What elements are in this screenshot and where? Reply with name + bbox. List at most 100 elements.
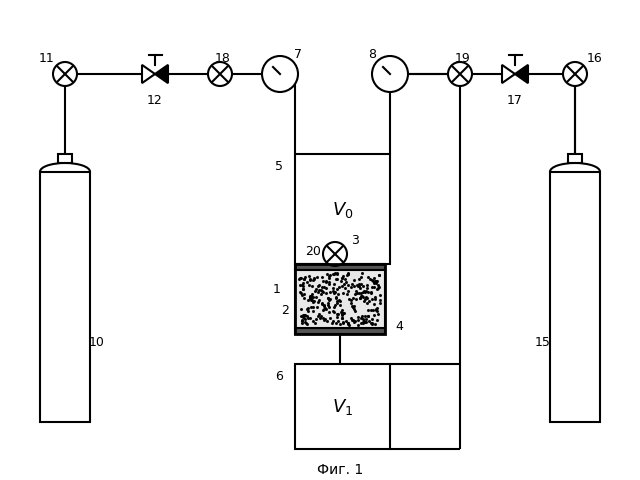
Point [332,270,342,277]
Point [349,276,359,284]
Point [303,304,313,312]
Point [314,281,324,289]
Point [325,295,335,303]
Point [303,272,314,280]
Point [369,311,379,319]
Point [369,275,379,282]
Point [301,319,312,327]
Point [372,286,383,294]
Point [337,275,347,283]
Point [331,319,341,327]
Point [300,316,310,324]
Point [319,305,330,312]
Point [316,286,326,294]
Point [365,276,375,284]
Point [364,298,374,305]
Point [371,279,381,287]
Point [373,284,383,292]
Point [332,298,342,305]
Point [362,300,372,308]
Text: 11: 11 [39,52,55,65]
Point [348,316,358,324]
Point [360,313,370,321]
Point [333,290,343,298]
Point [328,317,338,324]
Point [306,294,316,302]
Point [374,272,384,280]
Bar [295,155,390,264]
Point [303,314,313,322]
Point [348,304,358,312]
Point [298,283,308,290]
Point [315,314,325,322]
Bar [550,172,600,422]
Circle shape [372,57,408,93]
Bar [295,270,385,328]
Point [350,308,360,315]
Point [338,319,348,327]
Point [362,281,372,289]
Point [371,306,381,313]
Point [308,277,318,285]
Point [332,313,342,321]
Point [305,295,315,302]
Point [314,297,324,305]
Text: $V_0$: $V_0$ [332,200,353,219]
Point [348,304,358,312]
Point [328,308,338,315]
Point [298,286,308,294]
Point [312,273,322,281]
Point [323,299,333,307]
Point [356,274,366,281]
Point [332,310,342,318]
Point [353,322,364,329]
Point [346,284,356,292]
Point [308,298,319,306]
Point [371,307,381,314]
Text: 20: 20 [305,245,321,258]
Point [339,281,349,288]
Point [312,285,322,293]
Point [307,299,317,307]
Point [296,313,306,321]
Point [320,316,330,324]
Text: 1: 1 [273,282,281,295]
Point [354,289,364,297]
Point [374,292,385,300]
Point [305,275,315,283]
Point [358,319,368,326]
Text: 5: 5 [275,160,283,173]
Point [356,314,367,322]
Point [300,315,310,323]
Point [343,270,353,277]
Point [305,293,315,301]
Point [358,282,369,290]
Point [310,288,320,296]
Bar [40,172,90,422]
Point [356,320,366,327]
Point [343,270,353,278]
Point [321,271,332,279]
Point [337,312,347,319]
Point [297,317,307,325]
Bar [295,264,385,334]
Point [359,288,369,295]
Point [318,277,328,285]
Point [362,274,372,281]
Point [330,301,340,309]
Point [339,310,349,317]
Text: 16: 16 [587,52,603,65]
Point [351,295,361,303]
Point [355,294,365,302]
Point [332,286,342,294]
Bar [295,328,385,334]
Point [367,321,377,329]
Point [319,284,330,291]
Point [363,312,373,320]
Point [298,312,308,319]
Point [333,318,343,325]
Point [355,281,365,288]
Point [350,318,360,325]
Point [366,319,376,327]
Point [308,317,318,325]
